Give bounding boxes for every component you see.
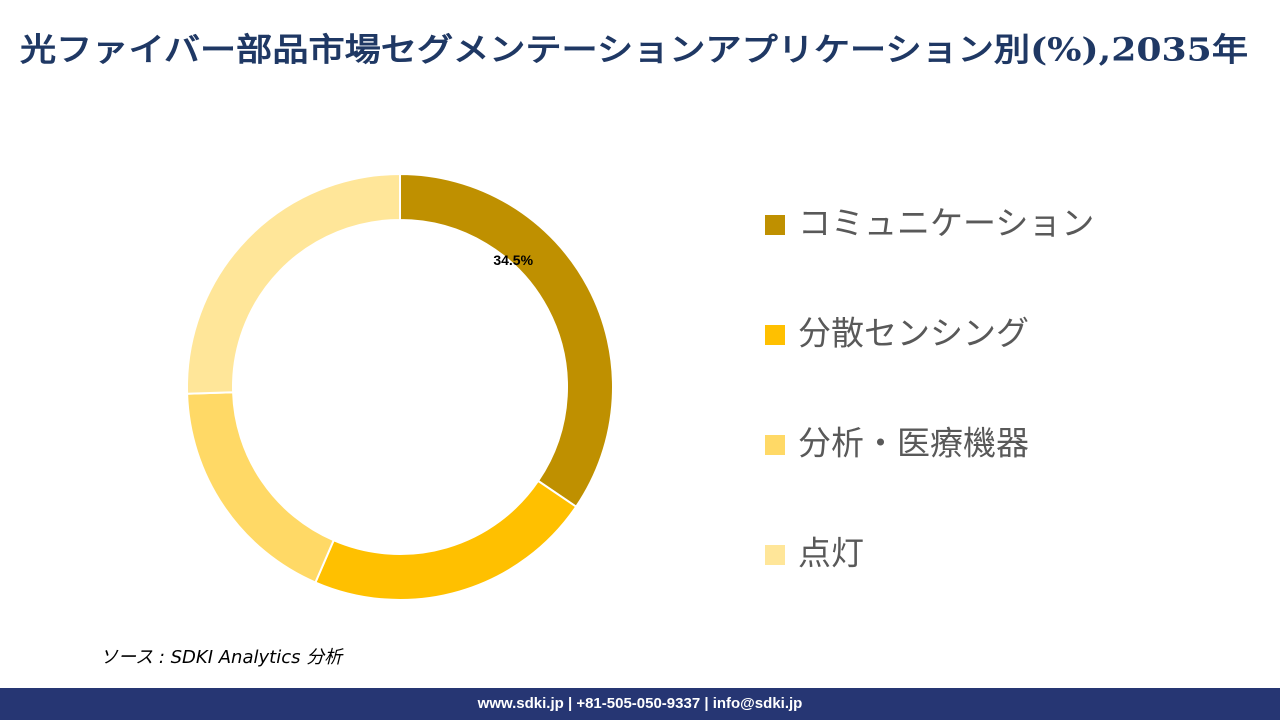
legend-label: 分析・医療機器	[798, 424, 1029, 463]
legend-swatch	[765, 325, 785, 345]
legend-label: コミュニケーション	[798, 204, 1094, 243]
legend-swatch	[765, 545, 785, 565]
footer-band	[0, 688, 1280, 720]
chart-title: 光ファイバー部品市場セグメンテーションアプリケーション別(%),2035年	[20, 31, 1248, 69]
data-label: 34.5%	[493, 252, 533, 268]
legend-label: 分散センシング	[798, 314, 1029, 353]
donut-segment	[186, 172, 401, 395]
donut-segment	[186, 391, 335, 584]
donut-segment	[314, 479, 578, 601]
donut-segment	[399, 172, 614, 509]
footer-text: www.sdki.jp | +81-505-050-9337 | info@sd…	[477, 695, 803, 712]
legend-swatch	[765, 435, 785, 455]
legend-swatch	[765, 215, 785, 235]
legend-label: 点灯	[798, 534, 864, 573]
source-note: ソース : SDKI Analytics 分析	[100, 647, 344, 668]
